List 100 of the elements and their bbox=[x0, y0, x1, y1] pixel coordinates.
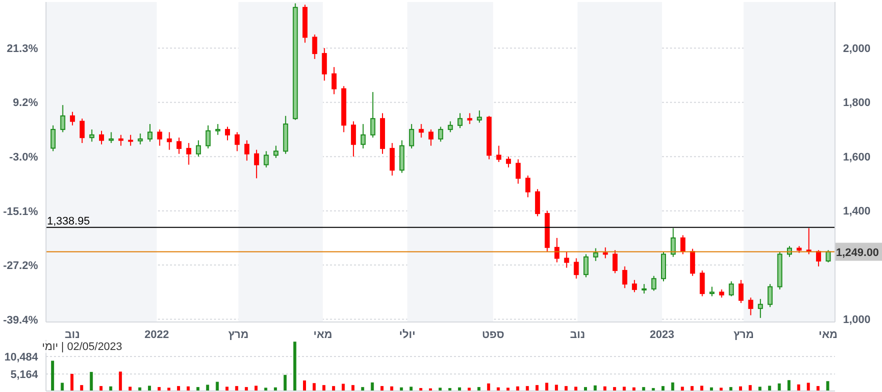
bar bbox=[351, 385, 354, 391]
bar bbox=[90, 372, 93, 391]
candlestick bbox=[244, 140, 250, 162]
candlestick bbox=[583, 254, 588, 278]
candlestick bbox=[768, 284, 773, 308]
bar bbox=[235, 386, 238, 391]
bar bbox=[554, 384, 558, 391]
candlestick bbox=[458, 112, 463, 129]
candlestick bbox=[332, 66, 337, 95]
candlestick bbox=[496, 145, 502, 162]
candlestick bbox=[390, 142, 395, 176]
x-tick-label: ספט bbox=[482, 328, 505, 341]
y-tick-label: 1,600 bbox=[843, 151, 871, 164]
bar bbox=[797, 384, 800, 391]
y-tick-label: 2,000 bbox=[843, 43, 871, 56]
candlestick bbox=[700, 270, 705, 297]
bar bbox=[662, 386, 665, 391]
candlestick bbox=[632, 279, 637, 293]
candlestick bbox=[564, 250, 570, 268]
bar bbox=[594, 385, 597, 391]
y-tick-label: 5,164 bbox=[10, 368, 39, 381]
x-tick-label: יולי bbox=[399, 328, 416, 341]
candlestick bbox=[690, 248, 696, 276]
candlestick bbox=[467, 112, 472, 125]
bar bbox=[206, 384, 210, 391]
candlestick bbox=[554, 237, 560, 263]
bar bbox=[284, 374, 287, 391]
candlestick bbox=[758, 298, 763, 318]
bar bbox=[806, 382, 810, 391]
candlestick bbox=[670, 228, 676, 258]
bar bbox=[332, 386, 336, 391]
bar bbox=[380, 386, 384, 391]
bar bbox=[118, 372, 122, 391]
candlestick bbox=[60, 104, 66, 133]
candlestick bbox=[602, 246, 608, 259]
y2-tick-label: -27.2% bbox=[3, 260, 38, 272]
bar bbox=[574, 386, 578, 391]
candlestick bbox=[535, 188, 540, 217]
y2-tick-label: -15.1% bbox=[3, 206, 38, 218]
bar bbox=[51, 360, 54, 391]
x-tick-label: נוב bbox=[64, 328, 80, 341]
y-tick-label: 1,400 bbox=[843, 206, 871, 218]
candlestick bbox=[622, 266, 628, 289]
candlestick bbox=[176, 137, 182, 154]
candlestick bbox=[166, 132, 172, 150]
candlestick bbox=[206, 124, 211, 149]
ref-line-label: 1,249.00 bbox=[836, 246, 879, 259]
bar bbox=[758, 386, 762, 391]
candlestick bbox=[360, 124, 366, 149]
candlestick bbox=[738, 279, 744, 304]
candlestick bbox=[157, 128, 162, 146]
candlestick bbox=[234, 132, 240, 152]
candlestick bbox=[224, 126, 230, 141]
candlestick bbox=[418, 124, 424, 138]
candlestick bbox=[99, 130, 104, 145]
candlestick bbox=[118, 134, 124, 146]
bar bbox=[60, 382, 64, 391]
bar bbox=[536, 385, 539, 391]
candlestick bbox=[147, 124, 152, 142]
candlestick bbox=[264, 150, 269, 168]
candlestick bbox=[80, 118, 85, 144]
bar bbox=[816, 386, 820, 391]
bar bbox=[264, 388, 268, 391]
candlestick bbox=[350, 120, 356, 158]
bar bbox=[293, 342, 296, 391]
candlestick bbox=[448, 120, 453, 133]
candlestick bbox=[322, 48, 327, 82]
y2-tick-label: -39.4% bbox=[3, 314, 38, 326]
x-tick-label: 2022 bbox=[144, 328, 169, 341]
candlestick bbox=[728, 280, 734, 297]
bar bbox=[148, 386, 151, 391]
candlestick bbox=[428, 128, 434, 146]
candlestick bbox=[312, 34, 318, 60]
bar bbox=[438, 388, 442, 391]
bar bbox=[342, 384, 345, 391]
bar bbox=[545, 382, 548, 391]
y-tick-label: 1,800 bbox=[843, 97, 871, 110]
bar bbox=[748, 385, 752, 391]
bar bbox=[80, 385, 84, 391]
x-tick-label: מרץ bbox=[228, 328, 249, 341]
bar bbox=[526, 386, 529, 391]
bar bbox=[700, 386, 704, 391]
annotation: 02/05/2023 | יומי bbox=[42, 341, 122, 353]
candlestick bbox=[50, 124, 56, 152]
candlestick bbox=[709, 286, 714, 297]
bar bbox=[225, 386, 228, 391]
bar bbox=[487, 383, 490, 391]
bar bbox=[303, 380, 306, 391]
candlestick bbox=[273, 145, 278, 158]
bar bbox=[622, 386, 626, 391]
candlestick bbox=[748, 297, 754, 316]
candlestick bbox=[574, 258, 579, 280]
candlestick bbox=[438, 126, 444, 142]
candlestick bbox=[816, 250, 822, 267]
bar bbox=[167, 388, 170, 391]
candlestick bbox=[138, 133, 143, 145]
ref-line-label: 1,338.95 bbox=[47, 215, 90, 228]
bar bbox=[468, 388, 471, 391]
bar bbox=[671, 382, 674, 391]
bar bbox=[778, 383, 781, 391]
